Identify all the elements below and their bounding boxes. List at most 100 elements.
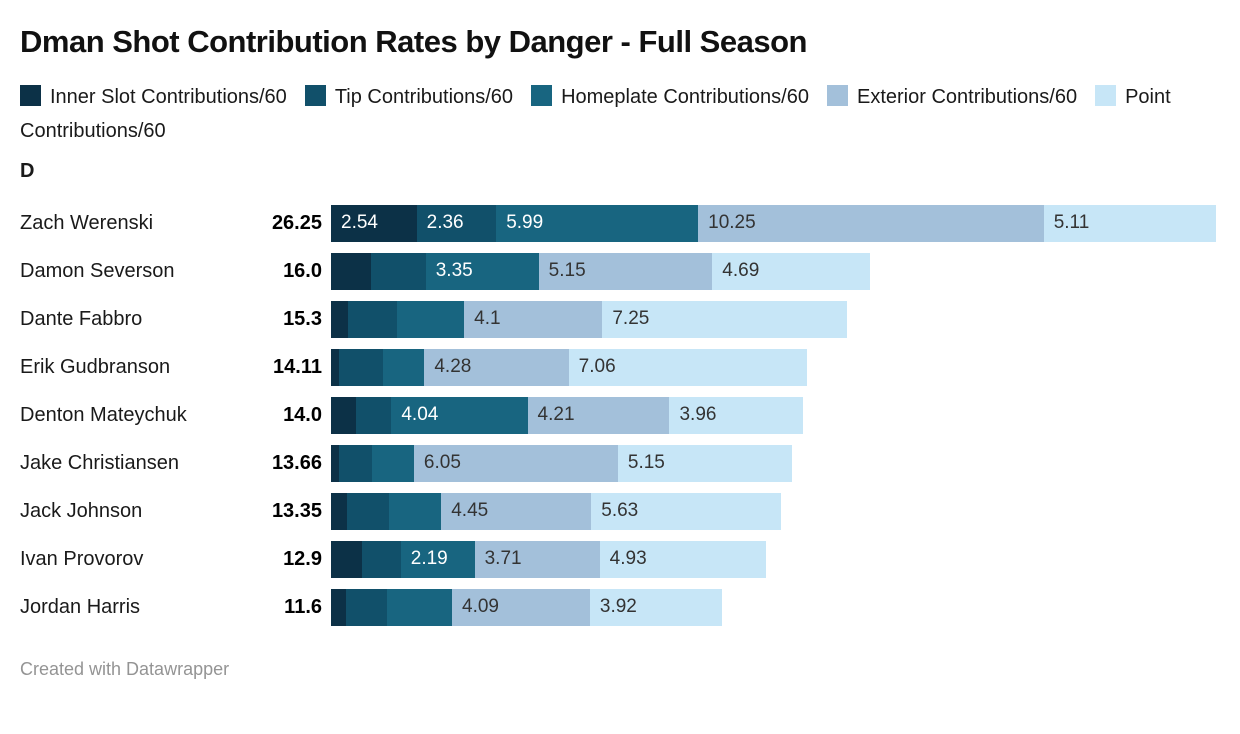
player-name: Jake Christiansen (20, 451, 179, 474)
player-name: Zach Werenski (20, 211, 154, 234)
bar-segment-inner-slot: 2.54 (331, 204, 417, 242)
player-row: Denton Mateychuk 14.0 4.04 4.21 3.96 (20, 391, 1220, 439)
bar-segment-homeplate: 3.35 (425, 252, 539, 290)
bar-segment-tip (347, 300, 397, 338)
player-row: Dante Fabbro 15.3 4.1 7.25 (20, 295, 1220, 343)
segment-value-label: 4.45 (451, 500, 489, 521)
bar-track: 4.45 5.63 (331, 492, 782, 530)
player-name: Ivan Provorov (20, 547, 144, 570)
segment-value-label: 5.15 (627, 452, 665, 473)
bar-segment-point: 7.06 (568, 348, 807, 386)
player-row: Jordan Harris 11.6 4.09 3.92 (20, 583, 1220, 631)
point-legend-swatch (1095, 85, 1117, 106)
legend-item-exterior: Exterior Contributions/60 (826, 85, 1077, 108)
bar-segment-homeplate (388, 492, 442, 530)
inner-slot-legend-swatch (20, 85, 41, 106)
bar-segment-exterior: 4.28 (424, 348, 569, 386)
bar-segment-inner-slot (331, 492, 347, 530)
homeplate-legend-swatch (531, 85, 553, 106)
bar-segment-inner-slot (331, 300, 348, 338)
segment-value-label: 10.25 (708, 212, 756, 233)
bar-segment-tip (339, 444, 372, 482)
bar-segment-homeplate (386, 588, 452, 626)
bar-segment-tip (339, 348, 383, 386)
legend-label: Tip Contributions/60 (334, 86, 514, 108)
bar-segment-homeplate (382, 348, 425, 386)
bar-track: 2.54 2.36 5.99 10.25 5.11 (331, 204, 1216, 242)
player-name: Damon Severson (20, 259, 175, 282)
bar-segment-point: 3.96 (669, 396, 803, 434)
player-row: Jack Johnson 13.35 4.45 5.63 (20, 487, 1220, 535)
bar-segment-homeplate: 2.19 (400, 540, 475, 578)
bar-segment-tip (346, 492, 389, 530)
bar-segment-point: 4.93 (599, 540, 766, 578)
tip-legend-swatch (304, 85, 326, 106)
player-total: 26.25 (271, 211, 322, 234)
bar-segment-exterior: 3.71 (474, 540, 600, 578)
player-total: 13.66 (271, 451, 322, 474)
legend-label: Homeplate Contributions/60 (561, 86, 809, 108)
segment-value-label: 3.92 (599, 596, 637, 617)
player-total: 14.11 (273, 355, 322, 378)
bar-segment-homeplate: 4.04 (391, 396, 528, 434)
chart-title: Dman Shot Contribution Rates by Danger -… (20, 24, 807, 59)
bar-segment-inner-slot (331, 348, 340, 386)
player-total: 15.3 (283, 307, 322, 330)
segment-value-label: 6.05 (423, 452, 461, 473)
bar-segment-homeplate (371, 444, 414, 482)
bar-segment-tip (355, 396, 392, 434)
segment-value-label: 7.06 (578, 356, 616, 377)
player-total: 14.0 (283, 403, 322, 426)
player-name: Erik Gudbranson (20, 355, 171, 378)
player-name: Denton Mateychuk (20, 403, 187, 426)
segment-value-label: 5.63 (601, 500, 639, 521)
bar-segment-point: 5.63 (591, 492, 782, 530)
bar-segment-exterior: 5.15 (538, 252, 713, 290)
bar-segment-exterior: 4.09 (452, 588, 590, 626)
bar-segment-point: 5.15 (617, 444, 792, 482)
player-row: Erik Gudbranson 14.11 4.28 7.06 (20, 343, 1220, 391)
group-label: D (20, 160, 35, 182)
bar-segment-tip: 2.36 (416, 204, 497, 242)
bar-segment-inner-slot (331, 540, 362, 578)
bar-track: 3.35 5.15 4.69 (331, 252, 871, 290)
player-total: 13.35 (271, 499, 322, 522)
bar-segment-homeplate (396, 300, 465, 338)
rows: Zach Werenski 26.25 2.54 2.36 5.99 10.25 5.11 D… (20, 199, 1220, 631)
legend-item-homeplate: Homeplate Contributions/60 (531, 85, 809, 108)
player-row: Damon Severson 16.0 3.35 5.15 4.69 (20, 247, 1220, 295)
bar-segment-inner-slot (331, 444, 340, 482)
segment-value-label: 3.35 (435, 260, 473, 281)
legend: Inner Slot Contributions/60 Tip Contribut… (20, 80, 1220, 148)
legend-item-point: Point Contributions/60 (20, 85, 1171, 142)
bar-track: 4.04 4.21 3.96 (331, 396, 803, 434)
bar-segment-homeplate: 5.99 (496, 204, 699, 242)
bar-segment-inner-slot (331, 396, 356, 434)
bar-segment-exterior: 6.05 (413, 444, 618, 482)
segment-value-label: 2.36 (426, 212, 464, 233)
legend-label: Inner Slot Contributions/60 (50, 86, 287, 108)
player-row: Jake Christiansen 13.66 6.05 5.15 (20, 439, 1220, 487)
player-total: 11.6 (284, 595, 322, 618)
segment-value-label: 7.25 (612, 308, 650, 329)
bar-segment-point: 4.69 (712, 252, 871, 290)
bar-track: 2.19 3.71 4.93 (331, 540, 766, 578)
segment-value-label: 4.93 (609, 548, 647, 569)
segment-value-label: 5.11 (1053, 212, 1090, 233)
segment-value-label: 4.21 (537, 404, 575, 425)
bar-track: 4.1 7.25 (331, 300, 847, 338)
segment-value-label: 5.15 (548, 260, 586, 281)
attribution: Created with Datawrapper (20, 659, 230, 679)
segment-value-label: 4.28 (434, 356, 472, 377)
bar-segment-point: 7.25 (602, 300, 847, 338)
exterior-legend-swatch (826, 85, 848, 106)
legend-label: Point Contributions/60 (20, 86, 1171, 142)
bar-segment-tip (371, 252, 426, 290)
segment-value-label: 5.99 (506, 212, 544, 233)
bar-track: 6.05 5.15 (331, 444, 792, 482)
legend-item-tip: Tip Contributions/60 (304, 85, 514, 108)
segment-value-label: 4.09 (462, 596, 499, 617)
segment-value-label: 4.04 (401, 404, 439, 425)
segment-value-label: 2.54 (341, 212, 378, 233)
player-row: Zach Werenski 26.25 2.54 2.36 5.99 10.25 5.11 (20, 199, 1220, 247)
